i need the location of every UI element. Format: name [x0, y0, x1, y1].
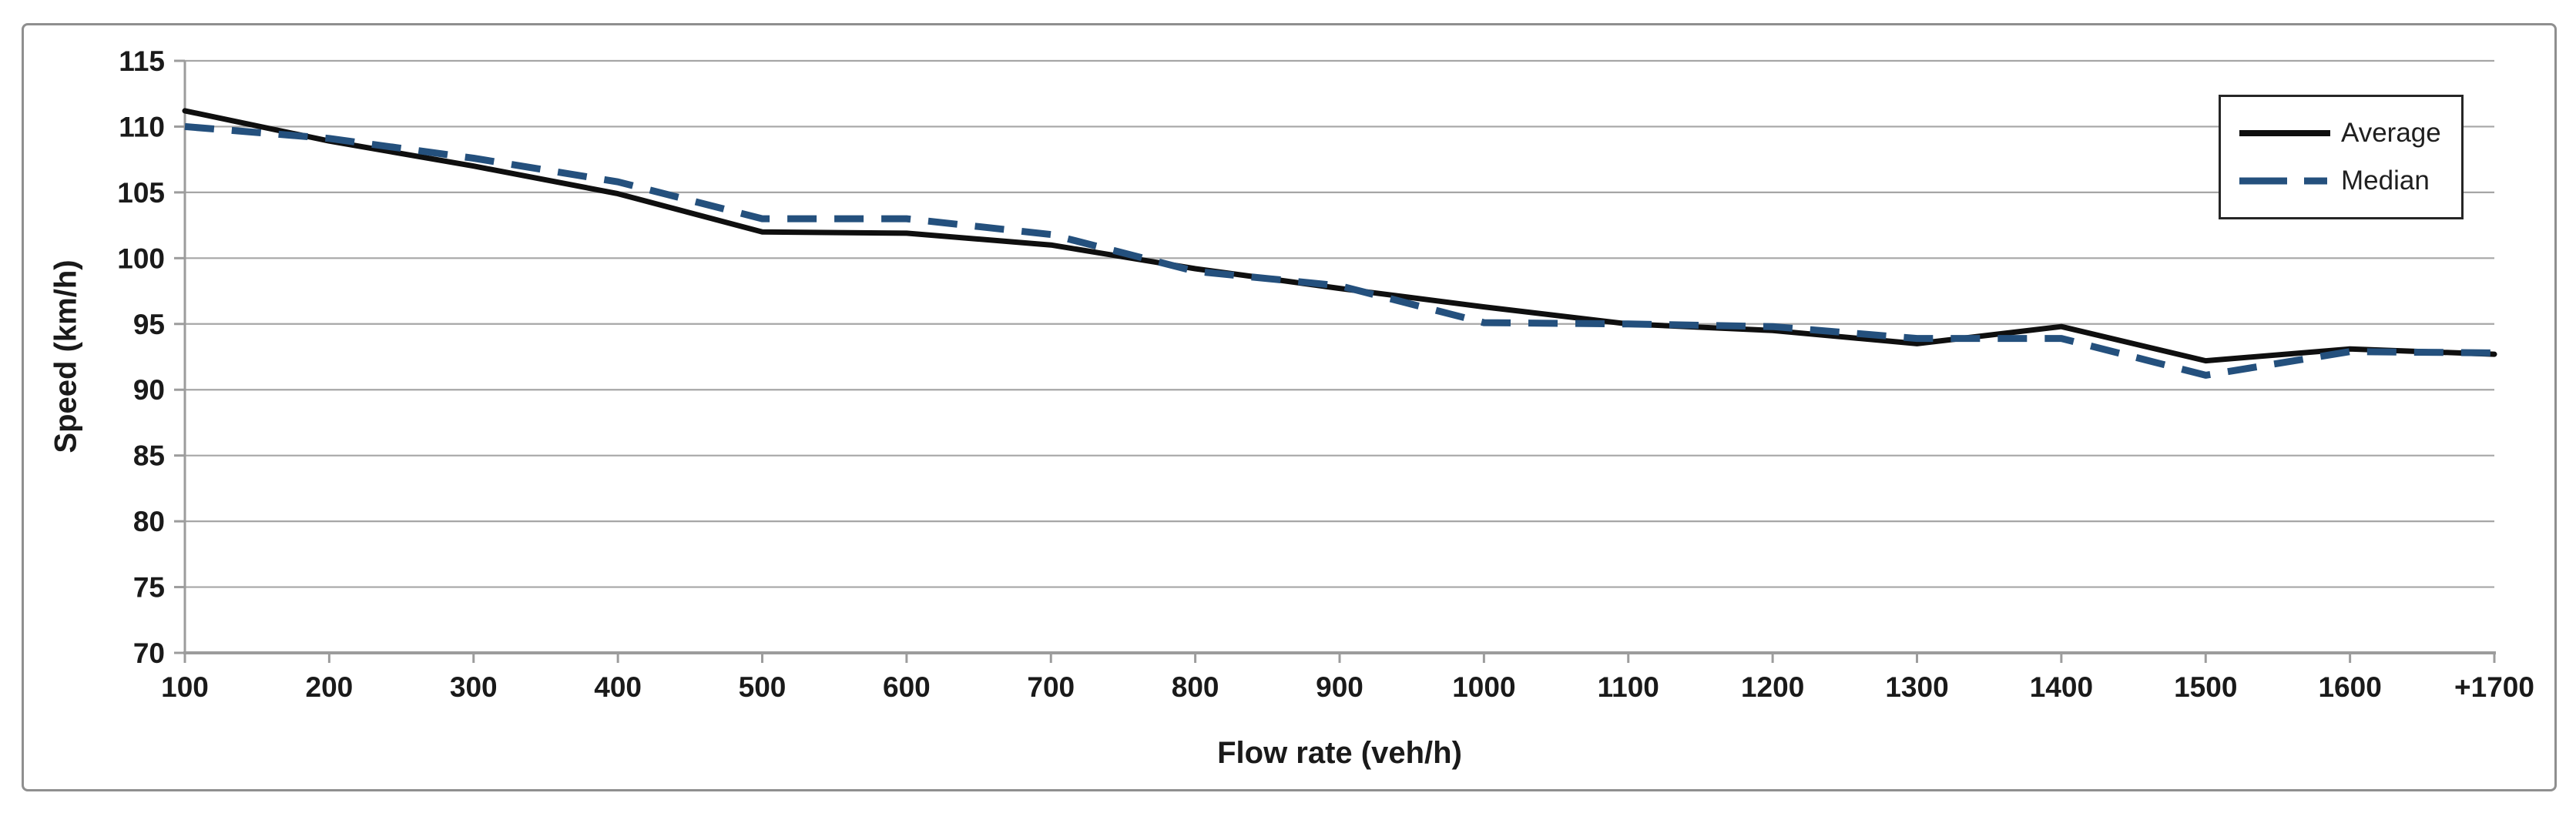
y-tick-label-70: 70 — [133, 637, 165, 669]
y-axis-title: Speed (km/h) — [49, 259, 83, 453]
x-tick-label-1400: 1400 — [2030, 671, 2093, 703]
legend: Average Median — [2219, 95, 2464, 219]
median-line-sample-icon — [2239, 177, 2330, 185]
x-tick-label-200: 200 — [306, 671, 354, 703]
legend-entry-median: Median — [2238, 164, 2461, 198]
y-tick-label-85: 85 — [133, 440, 165, 472]
y-tick-label-90: 90 — [133, 374, 165, 406]
y-tick-label-95: 95 — [133, 309, 165, 340]
y-tick-label-75: 75 — [133, 572, 165, 604]
x-tick-label-800: 800 — [1172, 671, 1219, 703]
legend-label-average: Average — [2341, 118, 2441, 148]
series-line-average — [182, 108, 2497, 364]
x-tick-label-1500: 1500 — [2174, 671, 2237, 703]
legend-label-median: Median — [2341, 166, 2430, 196]
x-tick-label-1300: 1300 — [1885, 671, 1948, 703]
x-tick-label-900: 900 — [1316, 671, 1363, 703]
y-tick-label-110: 110 — [119, 111, 165, 142]
x-tick-label-100: 100 — [161, 671, 209, 703]
average-line-sample-icon — [2239, 130, 2330, 136]
x-tick-label-1100: 1100 — [1598, 671, 1659, 703]
series-line-median — [184, 122, 2495, 379]
x-tick-label-400: 400 — [594, 671, 642, 703]
legend-entry-average: Average — [2238, 116, 2461, 150]
x-tick-label-700: 700 — [1027, 671, 1075, 703]
x-tick-label-1200: 1200 — [1741, 671, 1804, 703]
x-axis-title: Flow rate (veh/h) — [1217, 736, 1462, 770]
x-tick-label-1600: 1600 — [2318, 671, 2381, 703]
y-tick-label-105: 105 — [117, 177, 165, 209]
x-tick-label-600: 600 — [883, 671, 931, 703]
x-tick-label-500: 500 — [739, 671, 787, 703]
x-tick-label-1000: 1000 — [1452, 671, 1515, 703]
y-tick-label-80: 80 — [133, 506, 165, 537]
x-tick-label-+1700: +1700 — [2454, 671, 2534, 703]
x-tick-label-300: 300 — [450, 671, 498, 703]
y-tick-label-115: 115 — [119, 45, 165, 77]
y-tick-label-100: 100 — [117, 243, 165, 274]
